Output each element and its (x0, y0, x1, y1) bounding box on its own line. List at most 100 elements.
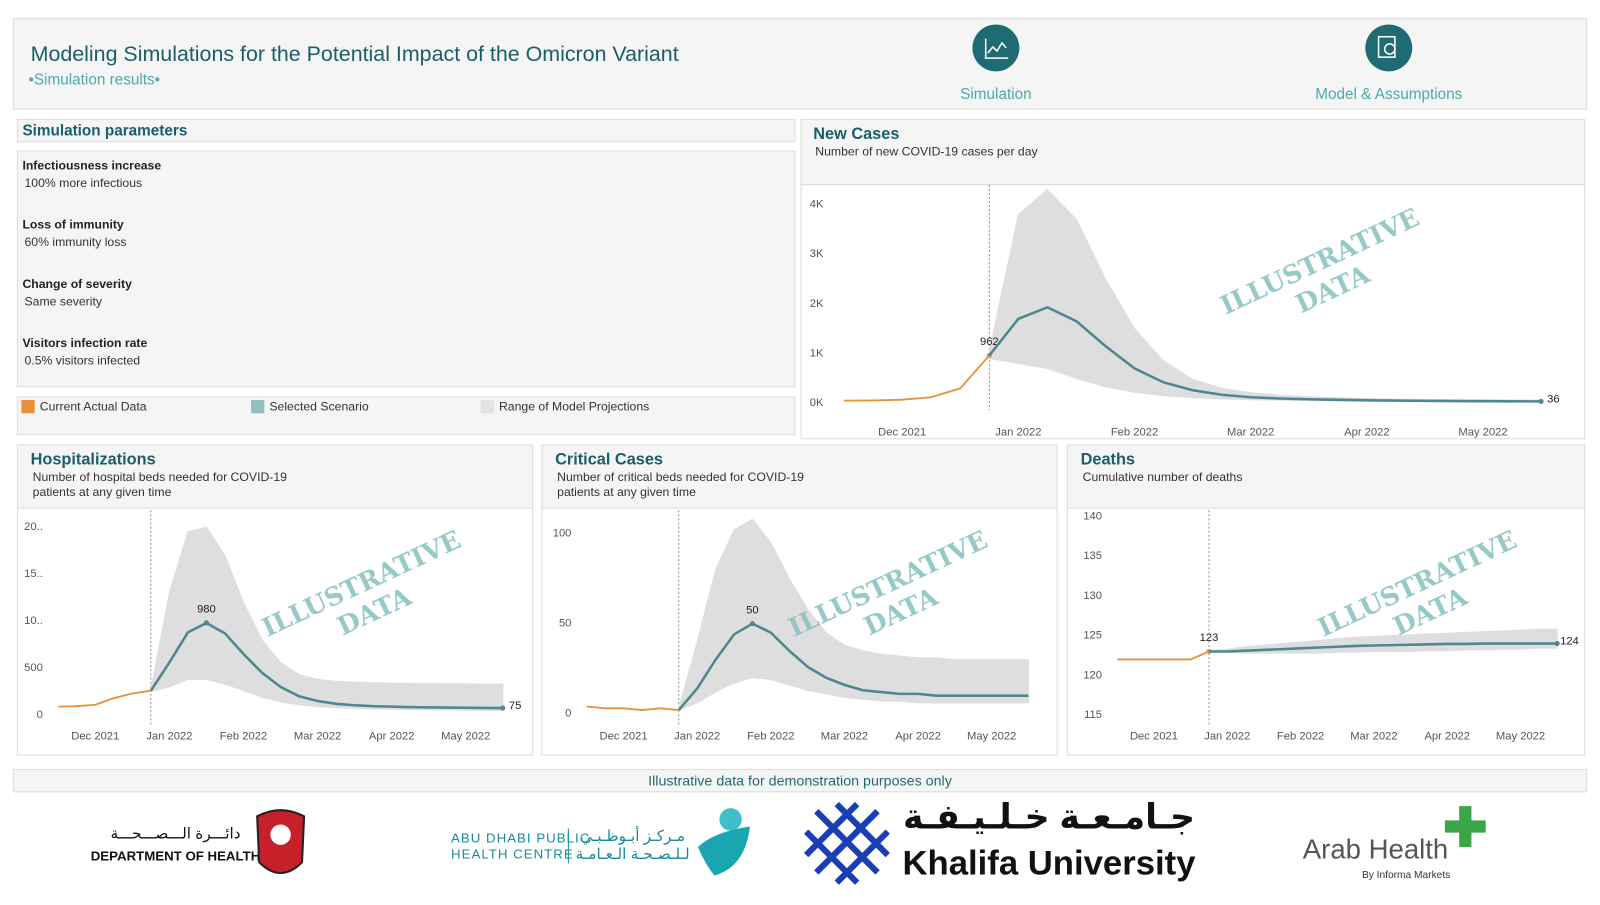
legend-swatch (251, 400, 265, 414)
legend-swatch (21, 400, 35, 414)
logo-emblem (697, 826, 750, 876)
chart-subtitle: Number of new COVID-19 cases per day (815, 144, 1038, 158)
logo-text: دائـــرة الـــصـــحـــة (110, 826, 240, 843)
logo-text: مـركـز أبـوظـبـي (580, 826, 685, 846)
y-tick-label: 115 (1084, 709, 1102, 721)
x-tick-label: Apr 2022 (1424, 731, 1470, 743)
param-value: 100% more infectious (24, 176, 142, 190)
data-label: 75 (509, 700, 521, 712)
y-tick-label: 140 (1083, 511, 1102, 523)
nav-simulation[interactable]: Simulation (960, 24, 1032, 103)
x-tick-label: Mar 2022 (821, 731, 868, 743)
param-label: Visitors infection rate (22, 336, 147, 350)
data-label: 50 (746, 604, 758, 616)
y-tick-label: 100 (553, 528, 572, 540)
chart-header (800, 118, 1586, 186)
params-panel (16, 150, 796, 388)
logo-text: DEPARTMENT OF HEALTH (91, 849, 261, 864)
logo-text: HEALTH CENTRE (451, 847, 574, 862)
projection-range (1208, 628, 1558, 654)
data-label: 123 (1200, 632, 1219, 644)
point-marker (1538, 398, 1544, 404)
legend-swatch (480, 400, 494, 414)
x-tick-label: Feb 2022 (1277, 731, 1324, 743)
chart-subtitle: Number of critical beds needed for COVID… (557, 470, 804, 484)
params-title: Simulation parameters (22, 123, 187, 140)
x-tick-label: Apr 2022 (1344, 427, 1390, 439)
y-tick-label: 0K (810, 397, 824, 409)
y-tick-label: 500 (24, 662, 43, 674)
param-label: Change of severity (22, 277, 132, 291)
logo-ah: Arab Health By Informa Markets (1303, 806, 1486, 881)
nav-model[interactable]: Model & Assumptions (1315, 24, 1463, 103)
x-tick-label: Feb 2022 (1111, 427, 1158, 439)
logo-emblem (803, 801, 890, 885)
param-value: Same severity (24, 294, 102, 308)
logo-text: جـامـعـة خـلـيـفـة (903, 799, 1195, 837)
param-value: 0.5% visitors infected (24, 353, 140, 367)
x-tick-label: Apr 2022 (895, 731, 941, 743)
footer-note: Illustrative data for demonstration purp… (648, 773, 953, 789)
y-tick-label: 3K (810, 248, 824, 260)
chart-title: Deaths (1081, 451, 1135, 469)
logo-text: Arab Health (1303, 833, 1448, 864)
page-title: Modeling Simulations for the Potential I… (31, 42, 679, 66)
series-line (586, 705, 679, 712)
x-tick-label: Dec 2021 (1130, 731, 1178, 743)
y-tick-label: 1K (810, 348, 824, 360)
x-tick-label: Mar 2022 (294, 731, 341, 743)
params-title-bar (16, 118, 796, 143)
legend-label: Range of Model Projections (499, 399, 649, 413)
legend-label: Selected Scenario (269, 399, 368, 413)
nav-label[interactable]: Simulation (960, 86, 1031, 103)
x-tick-label: Jan 2022 (674, 731, 720, 743)
data-label: 980 (197, 604, 216, 616)
chart-header (541, 444, 1058, 509)
params-list: Infectiousness increase 100% more infecti… (22, 159, 161, 368)
x-tick-label: Mar 2022 (1227, 427, 1274, 439)
logo-emblem (719, 808, 742, 831)
chart-header (1066, 444, 1586, 509)
x-tick-label: May 2022 (441, 731, 490, 743)
logo-text: لـلـصـحـة الـعـامـة (576, 846, 690, 863)
legend-panel (16, 396, 796, 436)
series-line (988, 305, 1542, 403)
point-marker (500, 705, 506, 711)
nav-icon-glyph (1383, 43, 1396, 55)
logo-text: Khalifa University (902, 844, 1196, 882)
logo-ku: جـامـعـة خـلـيـفـة Khalifa University (803, 799, 1196, 885)
x-tick-label: Jan 2022 (995, 427, 1041, 439)
data-label: 124 (1560, 635, 1579, 647)
nav-label[interactable]: Model & Assumptions (1315, 86, 1462, 103)
param-value: 60% immunity loss (24, 235, 126, 249)
chart-header (16, 444, 534, 509)
chart-subtitle: Cumulative number of deaths (1083, 470, 1243, 484)
param-label: Loss of immunity (22, 218, 123, 232)
series-line (149, 621, 503, 710)
series-line (1208, 642, 1558, 653)
y-tick-label: 0 (565, 708, 571, 720)
series-line (1117, 650, 1210, 661)
footer-bar (12, 768, 1588, 793)
data-label: 36 (1547, 393, 1559, 405)
logo-emblem (1444, 806, 1486, 847)
series-line (844, 354, 991, 402)
chart-subtitle: Number of hospital beds needed for COVID… (33, 470, 288, 484)
y-tick-label: 120 (1083, 669, 1102, 681)
chart-subtitle: patients at any given time (33, 485, 172, 499)
point-marker (749, 621, 755, 627)
nav-icon-glyph (984, 38, 1009, 59)
nav-icon[interactable] (972, 24, 1020, 72)
y-tick-label: 135 (1083, 550, 1102, 562)
logo-emblem (270, 824, 291, 845)
series-line (58, 689, 152, 708)
chart-frame (16, 507, 534, 756)
legend: Current Actual Data Selected Scenario Rang… (21, 399, 649, 413)
x-tick-label: May 2022 (1496, 731, 1545, 743)
y-tick-label: 20.. (24, 521, 43, 533)
x-tick-label: May 2022 (1458, 427, 1507, 439)
data-label: 962 (980, 336, 999, 348)
y-tick-label: 4K (810, 199, 824, 211)
nav-icon[interactable] (1365, 24, 1413, 72)
